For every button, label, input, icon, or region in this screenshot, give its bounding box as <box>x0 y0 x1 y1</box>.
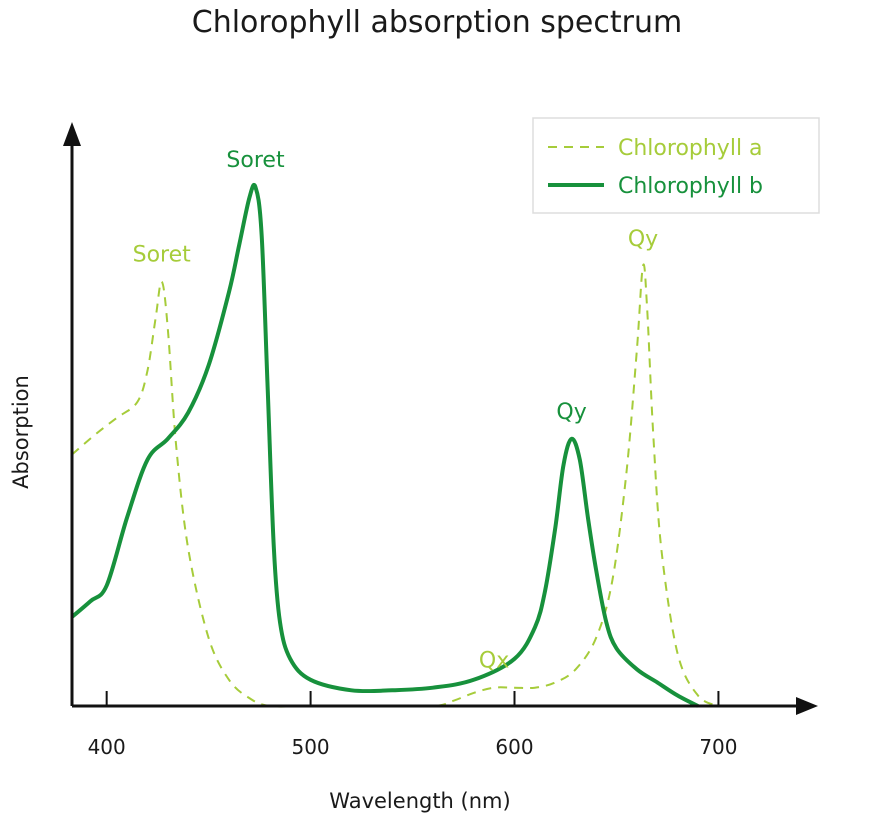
peak-label-qy: Qy <box>628 227 658 252</box>
chart-title: Chlorophyll absorption spectrum <box>192 5 682 40</box>
data-point-chlorophyll-a <box>155 317 157 319</box>
peak-label-soret: Soret <box>133 243 192 268</box>
x-tick-label: 500 <box>291 735 329 759</box>
series-line-chlorophyll-a <box>71 263 719 708</box>
legend-label-chlorophyll-a: Chlorophyll a <box>618 136 763 161</box>
x-tick-label: 600 <box>495 735 533 759</box>
data-point-chlorophyll-a <box>652 433 654 435</box>
data-point-chlorophyll-a <box>187 548 189 550</box>
x-tick-label: 700 <box>699 735 737 759</box>
data-point-chlorophyll-a <box>116 417 118 419</box>
legend-label-chlorophyll-b: Chlorophyll b <box>618 174 763 199</box>
y-axis-label: Absorption <box>9 375 33 489</box>
data-point-chlorophyll-a <box>636 349 638 351</box>
peak-label-qy: Qy <box>556 400 586 425</box>
legend-box <box>532 117 820 214</box>
x-axis-arrowhead <box>796 697 818 715</box>
peak-label-qx: Qx <box>479 649 509 674</box>
x-ticks: 400 500 600 700 <box>88 691 738 759</box>
peak-label-soret: Soret <box>226 148 285 173</box>
legend: Chlorophyll a Chlorophyll b <box>532 117 820 214</box>
x-axis: 400 500 600 700 Wavelength (nm) <box>72 691 818 813</box>
y-axis: Absorption <box>9 122 81 706</box>
x-tick-label: 400 <box>88 735 126 759</box>
plot-area <box>70 182 719 708</box>
series-line-chlorophyll-b <box>70 182 699 708</box>
y-axis-arrowhead <box>63 122 81 146</box>
data-point-chlorophyll-a <box>493 687 495 689</box>
data-point-chlorophyll-a <box>646 307 648 309</box>
peak-annotations: Soret Soret Qx Qy Qy <box>133 148 659 674</box>
data-point-chlorophyll-a <box>660 548 662 550</box>
x-axis-label: Wavelength (nm) <box>329 789 510 813</box>
